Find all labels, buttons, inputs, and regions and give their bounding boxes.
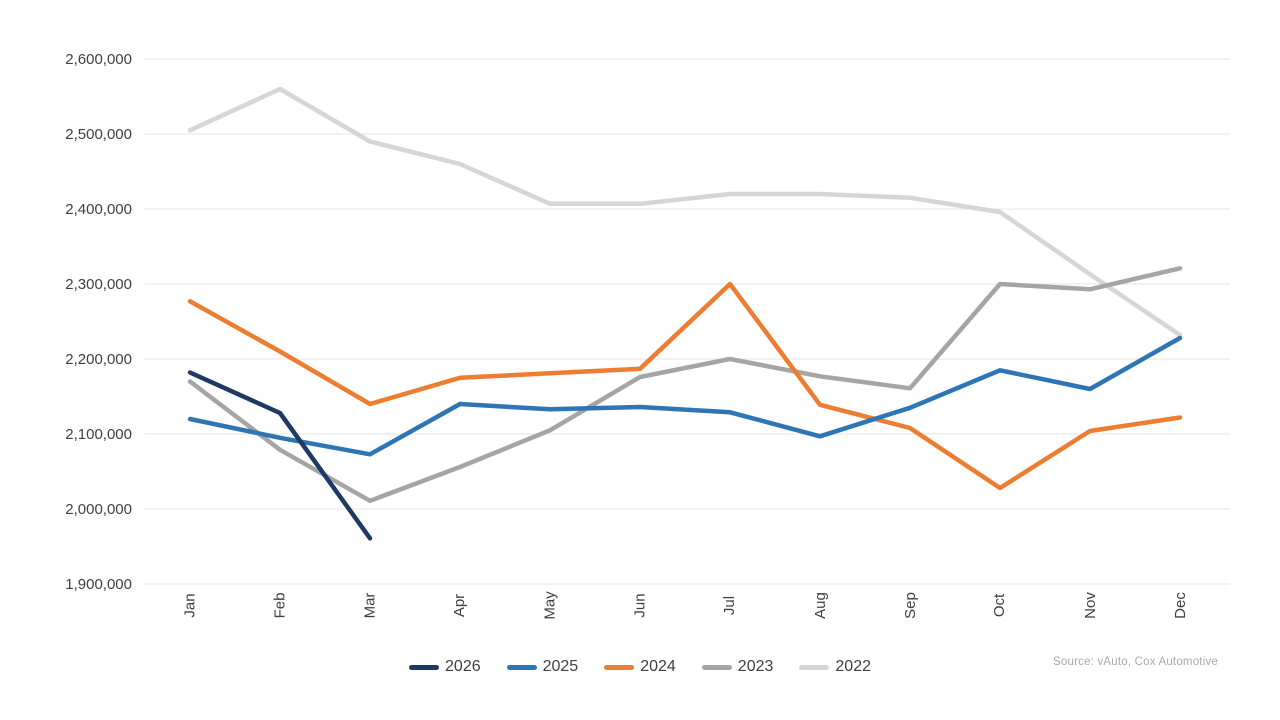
legend-label: 2023 [737, 658, 774, 675]
legend-item-2022: 2022 [799, 658, 871, 676]
legend-label: 2025 [542, 658, 579, 675]
legend-item-2024: 2024 [604, 658, 676, 676]
source-note: Source: vAuto, Cox Automotive [1053, 656, 1218, 668]
series-line-2026 [187, 370, 373, 541]
legend-label: 2024 [640, 658, 676, 675]
legend-swatch-2024 [604, 664, 635, 670]
series-line-2023 [187, 266, 1183, 504]
legend-label: 2026 [445, 658, 481, 675]
series-line-2022 [187, 86, 1183, 338]
legend-item-2026: 2026 [409, 658, 481, 676]
legend-item-2023: 2023 [701, 658, 774, 676]
legend-swatch-2023 [701, 664, 732, 670]
chart-legend: 2026 2025 2024 2023 2022 [0, 658, 1280, 676]
legend-swatch-2026 [409, 664, 440, 670]
legend-item-2025: 2025 [506, 658, 579, 676]
legend-label: 2022 [835, 658, 871, 675]
legend-swatch-2025 [506, 664, 537, 670]
legend-swatch-2022 [799, 664, 830, 670]
series-line-2024 [187, 281, 1183, 491]
series-line-2025 [187, 335, 1183, 457]
